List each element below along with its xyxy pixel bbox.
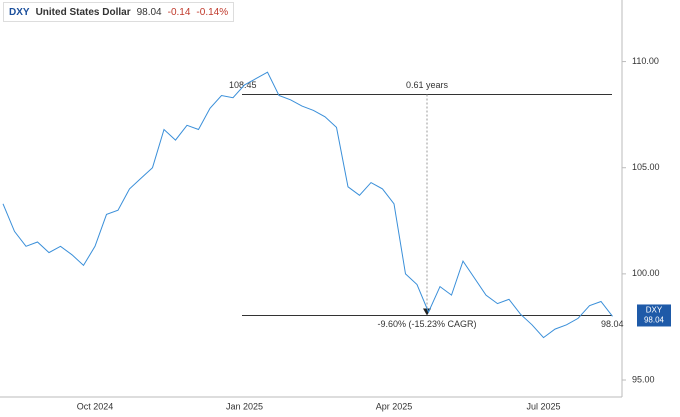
measure-start-label: 108.45 — [229, 80, 257, 90]
change-pct: -0.14% — [196, 6, 229, 18]
measure-end-label: 98.04 — [601, 319, 624, 329]
x-tick-label: Jul 2025 — [526, 401, 560, 411]
ticker: DXY — [9, 6, 30, 18]
measure-change: -9.60% (-15.23% CAGR) — [377, 319, 476, 329]
price-badge — [637, 304, 671, 327]
y-tick-label: 105.00 — [632, 162, 660, 172]
price-badge-value: 98.04 — [644, 316, 665, 325]
x-tick-label: Apr 2025 — [376, 401, 413, 411]
y-tick-label: 100.00 — [632, 268, 660, 278]
instrument-name: United States Dollar — [35, 6, 131, 18]
quote-header: DXY United States Dollar 98.04 -0.14 -0.… — [3, 2, 235, 22]
change: -0.14 — [167, 6, 191, 18]
measure-duration: 0.61 years — [406, 80, 449, 90]
y-tick-label: 95.00 — [632, 374, 655, 384]
price: 98.04 — [136, 6, 162, 18]
x-tick-label: Jan 2025 — [226, 401, 263, 411]
price-line — [2, 71, 613, 339]
y-tick-label: 110.00 — [632, 56, 659, 66]
price-badge-name: DXY — [646, 306, 663, 315]
x-tick-label: Oct 2024 — [77, 401, 114, 411]
